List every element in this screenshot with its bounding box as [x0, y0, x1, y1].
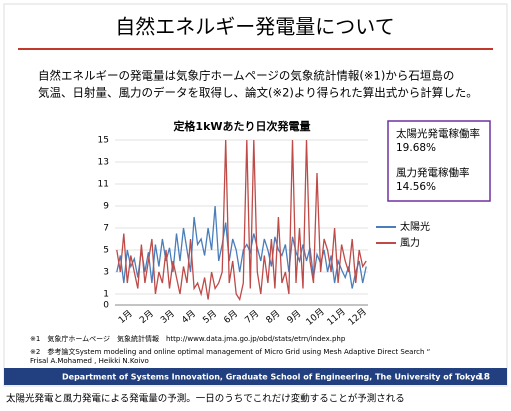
y-tick-label: 9: [103, 202, 109, 212]
series-line: [116, 205, 367, 289]
y-tick-label: 13: [98, 158, 109, 168]
y-tick-label: 5: [103, 246, 109, 256]
legend-label: 太陽光: [400, 220, 430, 233]
y-tick-label: 3: [103, 268, 109, 278]
footnote: Frisal A.Mohamed , Heikki N.Koivo: [30, 357, 149, 365]
rate-value: 14.56%: [396, 181, 436, 193]
page-number: 18: [477, 373, 490, 383]
chart-title: 定格1kWあたり日次発電量: [173, 119, 310, 133]
slide-title: 自然エネルギー発電量について: [115, 15, 394, 39]
footnote: ※2 参考論文System modeling and online optima…: [30, 347, 430, 356]
rate-box: [387, 120, 491, 202]
footnote: ※1 気象庁ホームページ 気象統計情報 http://www.data.jma.…: [30, 334, 346, 343]
body-line: 気温、日射量、風力のデータを取得し、論文(※2)より得られた算出式から計算した。: [38, 86, 478, 100]
legend-label: 風力: [400, 236, 420, 249]
body-line: 自然エネルギーの発電量は気象庁ホームページの気象統計情報(※1)から石垣島の: [38, 69, 454, 83]
y-tick-label: 7: [103, 224, 109, 234]
rate-label: 太陽光発電稼働率: [396, 127, 480, 140]
series-line: [116, 139, 367, 302]
rate-label: 風力発電稼働率: [396, 166, 470, 179]
rate-value: 19.68%: [396, 142, 436, 154]
y-tick-label: 0: [103, 301, 109, 311]
caption: 太陽光発電と風力発電による発電量の予測。一日のうちでこれだけ変動することが予測さ…: [6, 393, 405, 405]
y-tick-label: 1: [103, 290, 109, 300]
footer-bar: [4, 368, 507, 385]
footer-text: Department of Systems Innovation, Gradua…: [62, 373, 481, 382]
y-tick-label: 15: [98, 136, 109, 146]
y-tick-label: 11: [98, 180, 109, 190]
